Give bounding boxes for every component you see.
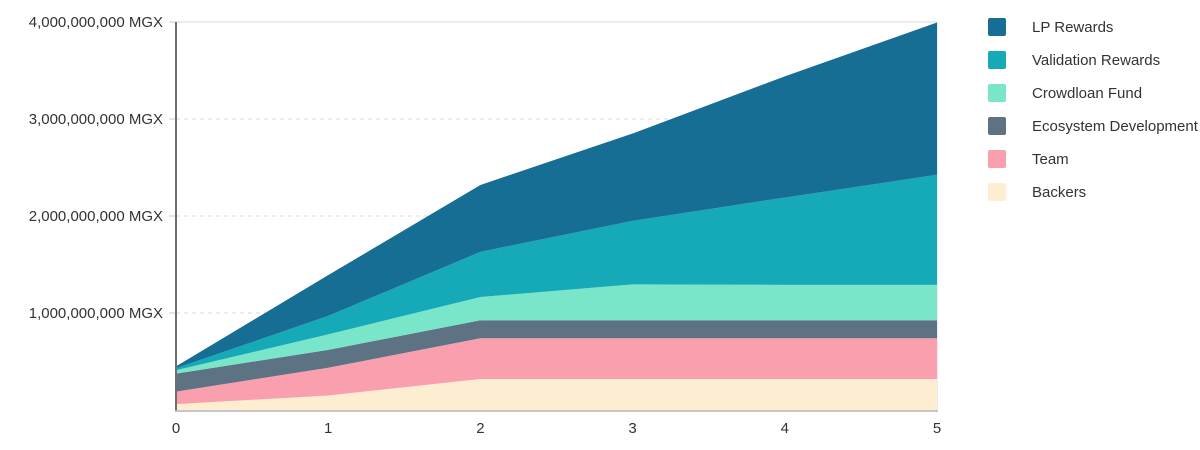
y-axis-tick-label: 4,000,000,000 MGX [29, 14, 163, 31]
area-series-validation-rewards [176, 174, 937, 371]
legend-item-ecosystem-development[interactable]: Ecosystem Development [988, 117, 1198, 135]
y-axis-tick-label: 3,000,000,000 MGX [29, 111, 163, 128]
legend-swatch-icon [988, 51, 1006, 69]
legend-label: LP Rewards [1032, 18, 1114, 36]
legend-label: Team [1032, 150, 1069, 168]
legend-label: Backers [1032, 183, 1087, 201]
legend-swatch-icon [988, 150, 1006, 168]
area-series-lp-rewards [176, 22, 937, 369]
legend-swatch-icon [988, 183, 1006, 201]
y-axis-tick-label: 1,000,000,000 MGX [29, 305, 163, 322]
x-axis-tick-label: 5 [933, 420, 941, 437]
legend-label: Crowdloan Fund [1032, 84, 1143, 102]
x-axis-tick-label: 2 [476, 420, 484, 437]
legend-item-backers[interactable]: Backers [988, 183, 1198, 201]
legend-swatch-icon [988, 84, 1006, 102]
x-axis-tick-label: 0 [172, 420, 180, 437]
area-series-crowdloan-fund [176, 284, 937, 374]
legend-item-crowdloan-fund[interactable]: Crowdloan Fund [988, 84, 1198, 102]
x-axis-tick-label: 4 [781, 420, 789, 437]
area-series-ecosystem-development [176, 320, 937, 392]
area-series-team [176, 338, 937, 405]
legend-swatch-icon [988, 18, 1006, 36]
legend-item-team[interactable]: Team [988, 150, 1198, 168]
x-axis-tick-label: 3 [628, 420, 636, 437]
x-axis-tick-label: 1 [324, 420, 332, 437]
legend-label: Validation Rewards [1032, 51, 1161, 69]
area-series-backers [176, 378, 937, 410]
legend-label: Ecosystem Development [1032, 117, 1198, 135]
legend-item-validation-rewards[interactable]: Validation Rewards [988, 51, 1198, 69]
legend: LP Rewards Validation Rewards Crowdloan Fu… [988, 18, 1198, 201]
legend-item-lp-rewards[interactable]: LP Rewards [988, 18, 1198, 36]
legend-swatch-icon [988, 117, 1006, 135]
y-axis-tick-label: 2,000,000,000 MGX [29, 208, 163, 225]
